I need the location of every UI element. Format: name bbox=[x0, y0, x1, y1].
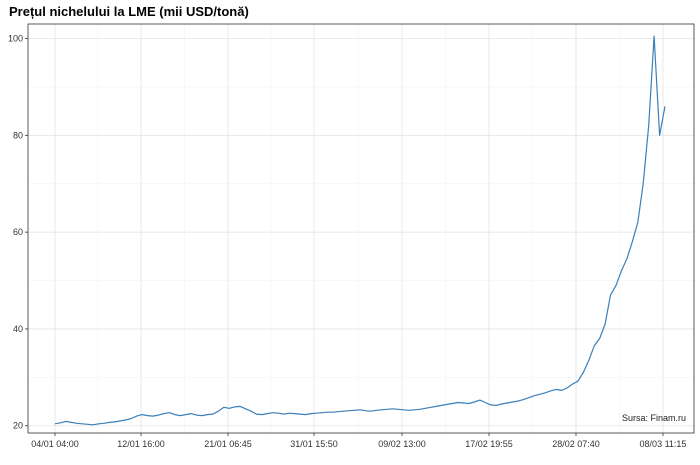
y-tick-label: 100 bbox=[8, 34, 23, 44]
grid-layer bbox=[28, 24, 694, 433]
y-tick-label: 20 bbox=[13, 421, 23, 431]
x-tick-label: 28/02 07:40 bbox=[552, 439, 600, 449]
price-line bbox=[54, 35, 666, 426]
x-tick-label: 09/02 13:00 bbox=[378, 439, 426, 449]
x-tick-label: 17/02 19:55 bbox=[465, 439, 513, 449]
x-tick-label: 21/01 06:45 bbox=[204, 439, 252, 449]
x-tick-label: 12/01 16:00 bbox=[117, 439, 165, 449]
axis-layer: 20 40 60 80 100 04/01 04:00 12/01 16:00 21/01 0… bbox=[8, 34, 686, 449]
x-tick-label: 08/03 11:15 bbox=[640, 439, 687, 449]
y-tick-label: 40 bbox=[13, 324, 23, 334]
x-tick-label: 04/01 04:00 bbox=[31, 439, 79, 449]
source-label: Sursa: Finam.ru bbox=[622, 413, 686, 423]
x-tick-label: 31/01 15:50 bbox=[290, 439, 338, 449]
plot-panel-border bbox=[27, 23, 695, 434]
y-tick-label: 60 bbox=[13, 227, 23, 237]
y-tick-label: 80 bbox=[13, 130, 23, 140]
chart-title: Prețul nichelului la LME (mii USD/tonă) bbox=[9, 4, 249, 19]
